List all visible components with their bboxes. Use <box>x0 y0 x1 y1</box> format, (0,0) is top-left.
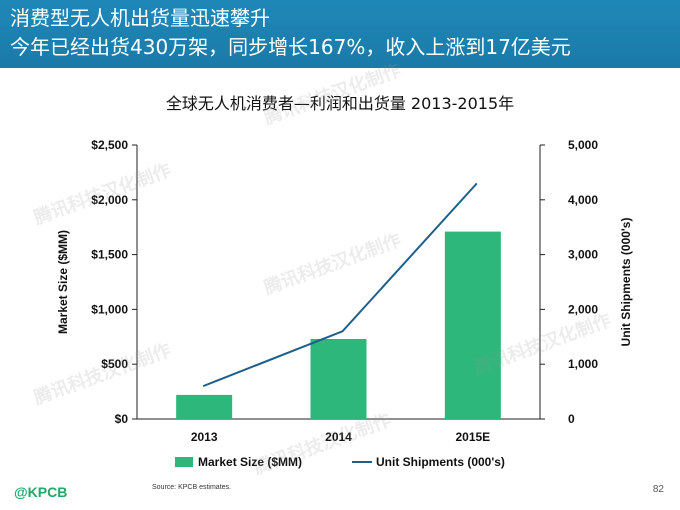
bar <box>310 338 367 419</box>
y-tick-label: $500 <box>101 357 128 371</box>
shipments-line <box>202 182 478 388</box>
y-tick-label: $0 <box>115 412 129 426</box>
legend-swatch-market-size <box>175 457 193 467</box>
chart-title: 全球无人机消费者—利润和出货量 2013-2015年 <box>165 94 515 113</box>
page-number: 82 <box>652 484 664 495</box>
source-note: Source: KPCB estimates. <box>152 484 231 491</box>
bar <box>176 394 233 419</box>
y-axis-label: Market Size ($MM) <box>56 230 70 334</box>
x-tick-label: 2014 <box>325 430 352 444</box>
bar <box>444 231 501 419</box>
headline: 消费型无人机出货量迅速攀升 <box>10 6 270 30</box>
legend-label-market-size: Market Size ($MM) <box>198 455 302 469</box>
x-tick-label: 2013 <box>191 430 218 444</box>
subheadline: 今年已经出货430万架，同步增长167%，收入上涨到17亿美元 <box>10 35 571 59</box>
y-right-tick-label: 3,000 <box>568 248 598 262</box>
y-right-tick-label: 1,000 <box>568 357 598 371</box>
y-tick-label: $1,500 <box>91 248 128 262</box>
y-axis-label-right: Unit Shipments (000's) <box>619 218 633 347</box>
x-tick-label: 2015E <box>455 430 490 444</box>
y-right-tick-label: 5,000 <box>568 138 598 152</box>
y-tick-label: $1,000 <box>91 302 128 316</box>
y-right-tick-label: 4,000 <box>568 193 598 207</box>
plot-area: $0 $500 $1,000 $1,500 $2,000 $2,500 0 1,000 2,00… <box>56 138 633 469</box>
slide-header: 消费型无人机出货量迅速攀升 今年已经出货430万架，同步增长167%，收入上涨到… <box>0 0 680 68</box>
kpcb-logo: @KPCB <box>14 484 68 500</box>
legend-label-shipments: Unit Shipments (000's) <box>376 455 505 469</box>
y-tick-label: $2,000 <box>91 193 128 207</box>
y-right-tick-label: 0 <box>568 412 575 426</box>
y-tick-label: $2,500 <box>91 138 128 152</box>
y-right-tick-label: 2,000 <box>568 302 598 316</box>
